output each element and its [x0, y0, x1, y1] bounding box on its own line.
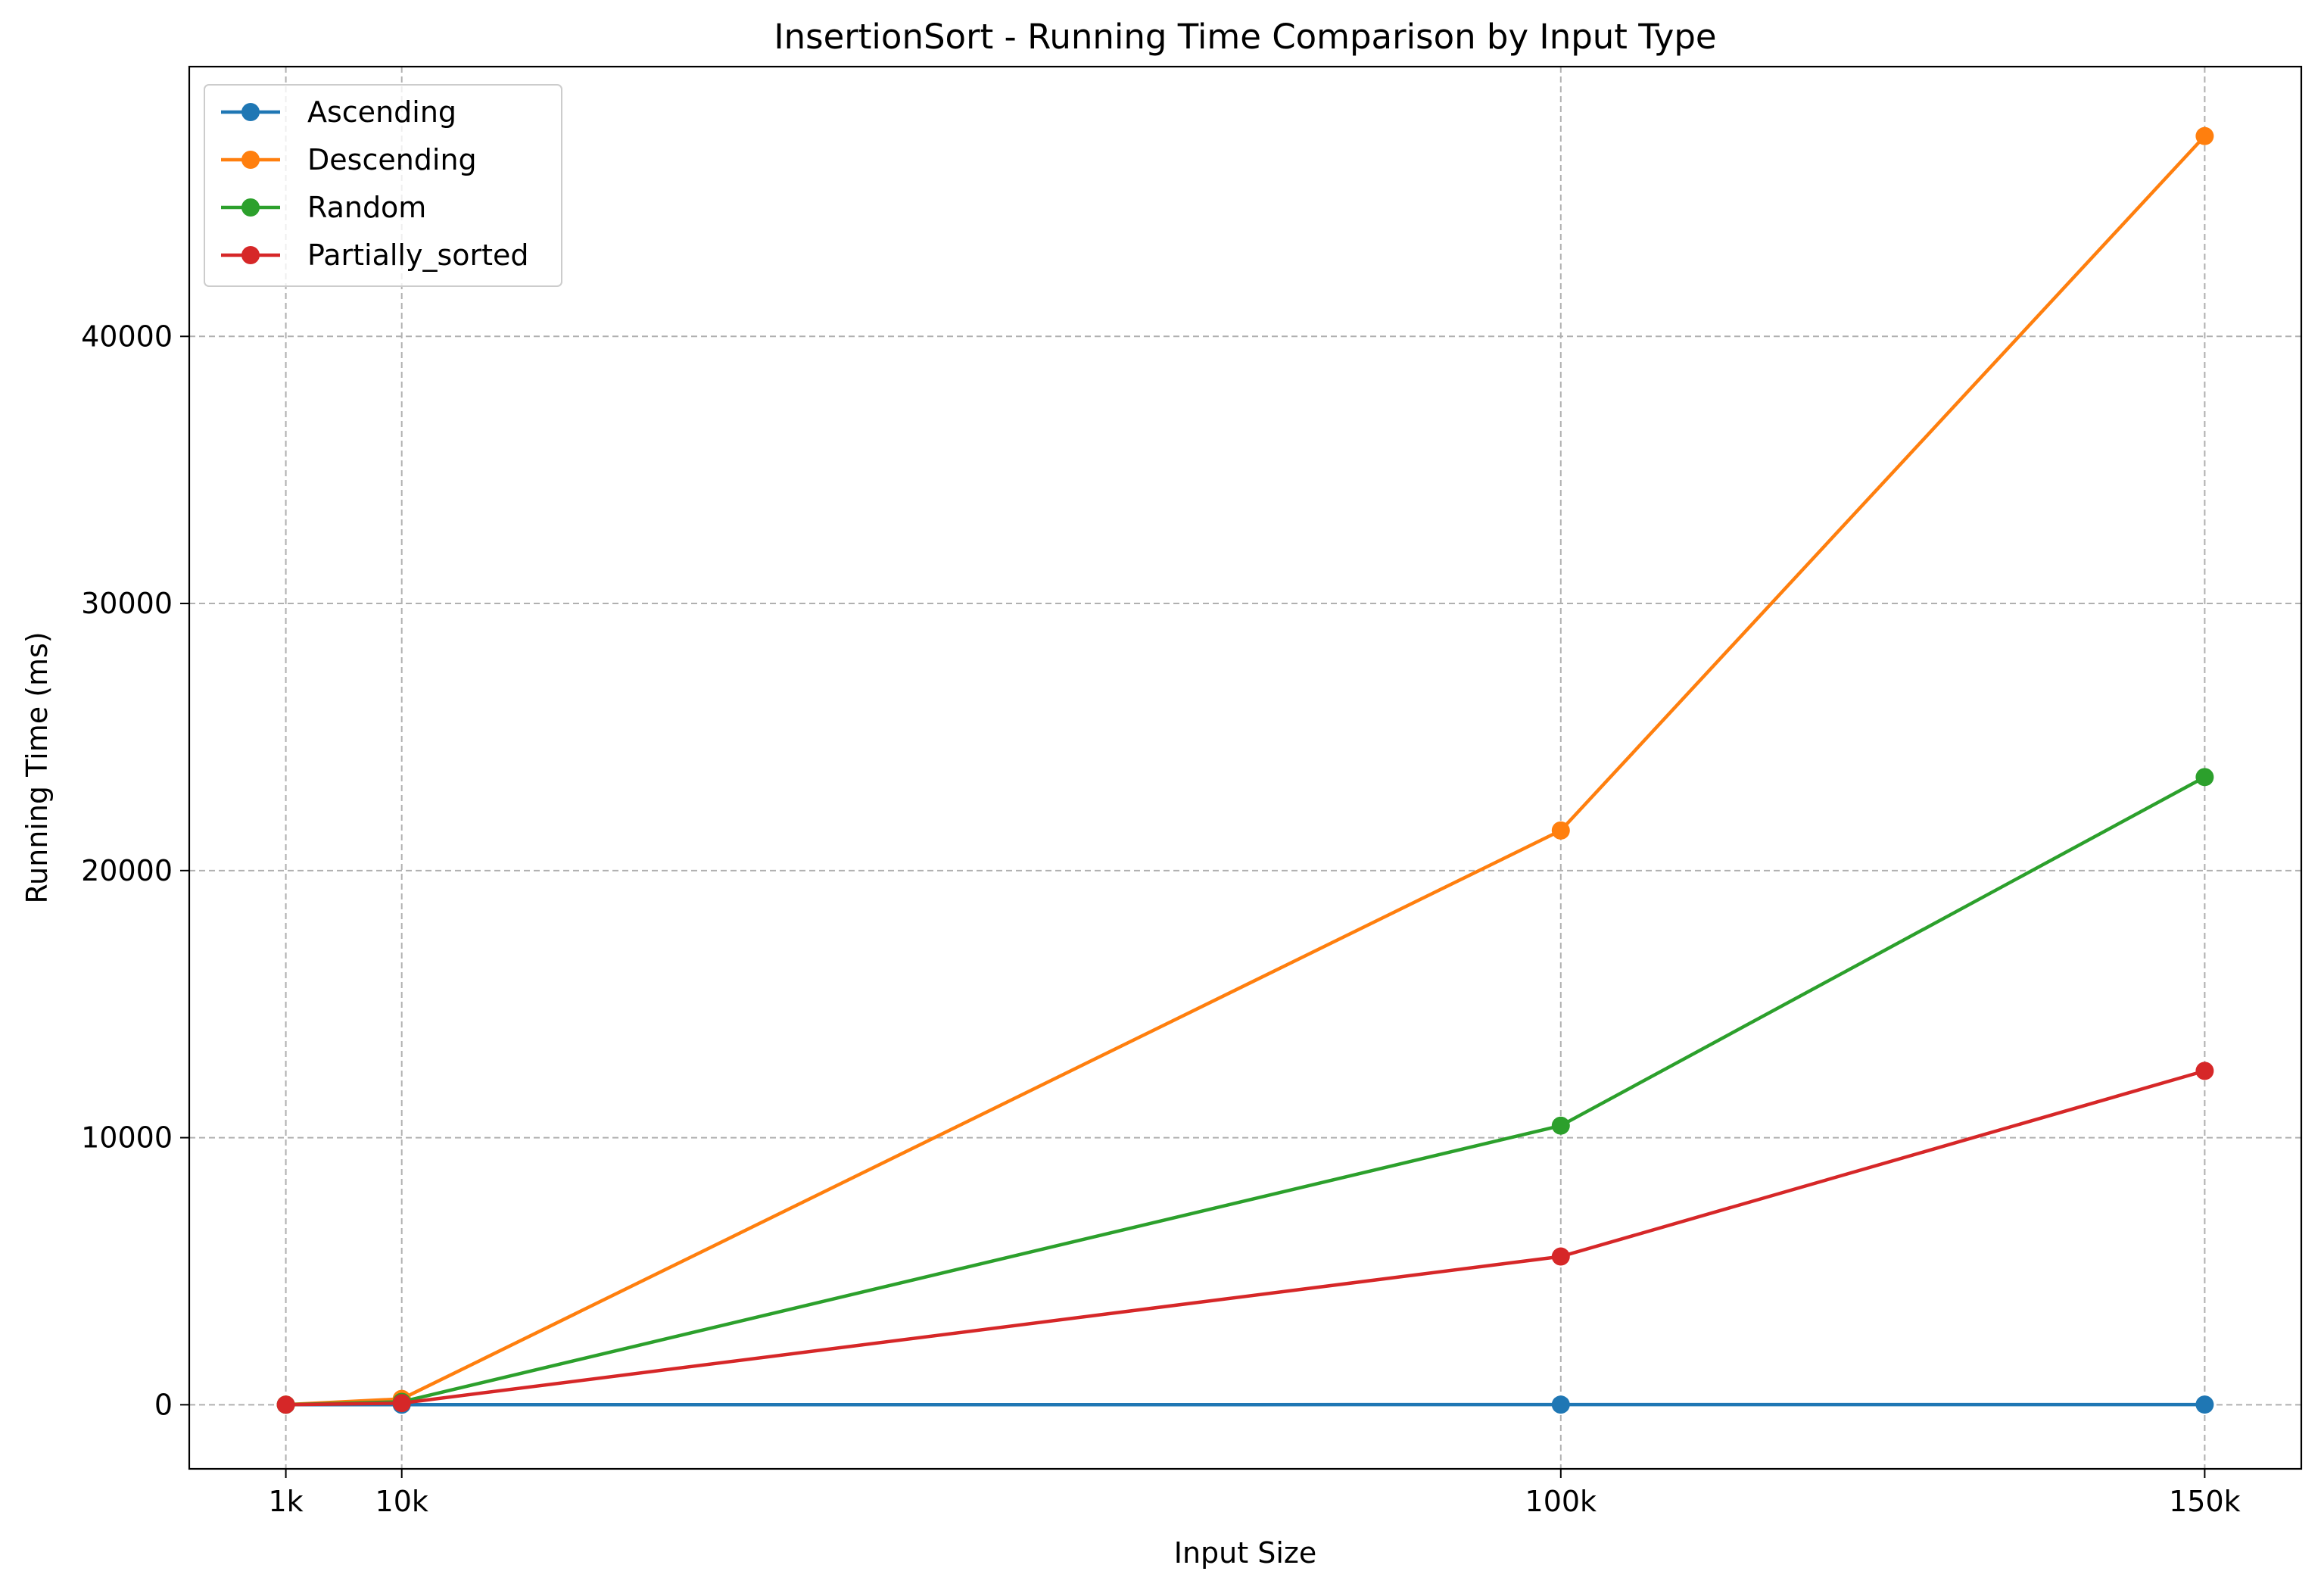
- data-point: [2195, 1395, 2214, 1414]
- legend-swatch-marker: [241, 103, 260, 121]
- legend-item: Ascending: [221, 95, 456, 129]
- series-line: [285, 1069, 2206, 1407]
- x-tick-label: 150k: [2169, 1485, 2241, 1518]
- y-tick-label: 30000: [81, 587, 173, 620]
- chart-title: InsertionSort - Running Time Comparison …: [774, 17, 1716, 57]
- series-layer: [276, 126, 2214, 1414]
- data-point: [392, 1394, 411, 1413]
- ticks: 1k 10k 100k 150k 0 10000 20000 30000 40000: [81, 320, 2241, 1518]
- legend-label: Partially_sorted: [307, 238, 529, 272]
- legend-swatch-marker: [241, 151, 260, 169]
- legend-swatch-marker: [241, 198, 260, 217]
- legend-box: [204, 84, 562, 287]
- data-point: [2195, 768, 2214, 787]
- y-tick-label: 20000: [81, 854, 173, 887]
- legend-item: Partially_sorted: [221, 238, 529, 272]
- legend: Ascending Descending Random Partially_sorte…: [204, 84, 562, 287]
- x-axis-label: Input Size: [1174, 1536, 1316, 1570]
- y-tick-label: 10000: [81, 1121, 173, 1155]
- y-tick-label: 40000: [81, 320, 173, 353]
- data-point: [2195, 1062, 2214, 1080]
- data-point: [1551, 821, 1570, 840]
- legend-swatch-marker: [241, 246, 260, 264]
- x-tick-label: 100k: [1525, 1485, 1597, 1518]
- legend-label: Ascending: [307, 95, 456, 129]
- data-point: [2195, 126, 2214, 145]
- legend-item: Descending: [221, 143, 477, 176]
- x-tick-label: 10k: [375, 1485, 428, 1518]
- data-point: [276, 1395, 295, 1414]
- x-tick-label: 1k: [268, 1485, 303, 1518]
- data-point: [1551, 1247, 1570, 1266]
- plot-frame: [188, 65, 2303, 1470]
- data-point: [1551, 1395, 1570, 1414]
- y-axis-label: Running Time (ms): [20, 631, 54, 903]
- y-tick-label: 0: [154, 1388, 173, 1421]
- legend-label: Random: [307, 191, 426, 224]
- legend-item: Random: [221, 191, 426, 224]
- series-partially-sorted: [276, 1062, 2214, 1414]
- legend-label: Descending: [307, 143, 477, 176]
- data-point: [1551, 1116, 1570, 1135]
